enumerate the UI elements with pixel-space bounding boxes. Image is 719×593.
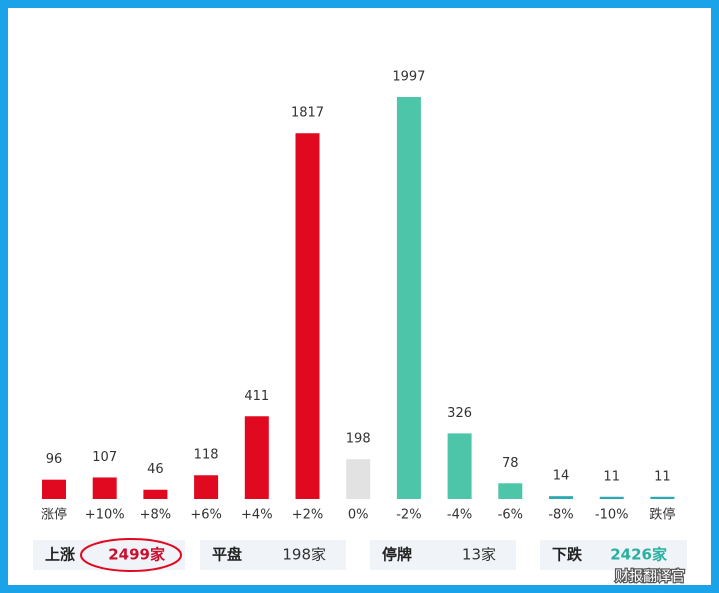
summary-box (370, 540, 516, 570)
value-label: 78 (502, 456, 519, 471)
summary-label: 停牌 (382, 546, 412, 564)
x-tick-label: -4% (447, 508, 472, 523)
watermark: 财报翻译官 (615, 569, 685, 585)
bar (143, 489, 168, 499)
x-tick-label: 涨停 (41, 507, 67, 523)
value-label: 11 (654, 469, 671, 484)
summary-row: 上涨 2499家 平盘 198家 停牌 13家 下跌 2426家 (33, 538, 687, 572)
bar (396, 97, 421, 499)
bar (42, 479, 66, 499)
value-label: 411 (244, 389, 269, 404)
x-tick-label: +8% (140, 508, 172, 523)
summary-label: 平盘 (212, 546, 242, 564)
bar (599, 496, 624, 499)
value-label: 46 (147, 462, 164, 477)
bar (447, 433, 472, 499)
highlight-circle (80, 538, 182, 572)
value-label: 96 (46, 452, 63, 467)
x-tick-label: 跌停 (649, 507, 675, 523)
bar (92, 477, 117, 499)
value-label: 14 (553, 469, 570, 484)
x-tick-label: +6% (190, 508, 222, 523)
x-tick-label: -6% (498, 508, 523, 523)
value-label: 326 (447, 406, 472, 421)
summary-label: 下跌 (552, 546, 583, 564)
bar (498, 483, 523, 499)
value-label: 1997 (392, 70, 425, 85)
bar (295, 133, 320, 499)
summary-box (200, 540, 346, 570)
x-tick-label: +4% (241, 508, 273, 523)
value-label: 118 (194, 448, 219, 463)
summary-value: 198家 (282, 546, 326, 564)
x-tick-label: -2% (396, 508, 421, 523)
value-label: 1817 (291, 106, 324, 121)
summary-value: 2499家 (108, 546, 165, 564)
x-tick-label: 0% (348, 508, 369, 523)
summary-value: 13家 (462, 546, 496, 564)
bar (346, 459, 371, 499)
x-tick-label: +2% (292, 508, 324, 523)
summary-label: 上涨 (45, 546, 75, 564)
bar (194, 475, 219, 499)
bar (650, 496, 675, 499)
summary-box (540, 540, 687, 570)
x-tick-label: -8% (548, 508, 573, 523)
x-tick-label: -10% (595, 508, 629, 523)
bar (244, 416, 269, 499)
x-tick-label: +10% (85, 508, 125, 523)
value-label: 198 (346, 432, 371, 447)
summary-value: 2426家 (610, 546, 667, 564)
value-label: 107 (92, 450, 117, 465)
summary-box (33, 540, 185, 570)
value-label: 11 (603, 469, 620, 484)
bar (549, 496, 573, 499)
